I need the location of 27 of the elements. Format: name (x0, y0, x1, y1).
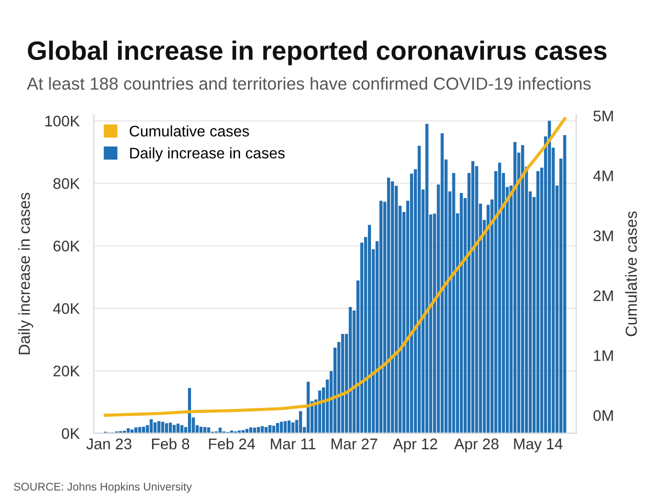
x-tick-label: Jan 23 (86, 438, 132, 450)
y2-tick-label: 3M (593, 230, 613, 242)
y-tick-label: 0K (62, 428, 80, 439)
y2-tick-label: 0M (593, 410, 613, 421)
x-tick-label: May 14 (514, 438, 563, 452)
legend-label: Cumulative cases (130, 125, 249, 137)
source-note: SOURCE: Johns Hopkins University (14, 482, 192, 493)
legend-label: Daily increase in cases (130, 147, 285, 162)
y-tick-label: 60K (54, 240, 80, 252)
x-tick-label: Apr 12 (392, 438, 438, 452)
y2-tick-label: 2M (594, 290, 613, 302)
y-tick-label: 20K (53, 366, 80, 376)
x-tick-label: Feb 8 (152, 438, 190, 450)
y-tick-label: 40K (53, 303, 80, 314)
y2-tick-label: 4M (593, 170, 613, 182)
y2-axis-title: Cumulative cases (625, 211, 637, 336)
x-tick-label: Apr 28 (454, 438, 498, 452)
y-tick-label: 100K (45, 116, 80, 126)
chart-title: Global increase in reported coronavirus cases (28, 40, 607, 66)
x-tick-label: Feb 24 (209, 438, 255, 450)
x-tick-label: Mar 27 (332, 438, 378, 450)
y-axis-title: Daily increase in cases (18, 192, 34, 354)
y2-tick-label: 5M (593, 110, 613, 122)
chart-subtitle: At least 188 countries and territories have confirmed COVID-19 infections (26, 77, 591, 90)
x-tick-label: Mar 11 (270, 438, 316, 450)
y-tick-label: 80K (53, 178, 80, 189)
y2-tick-label: 1M (594, 350, 613, 361)
